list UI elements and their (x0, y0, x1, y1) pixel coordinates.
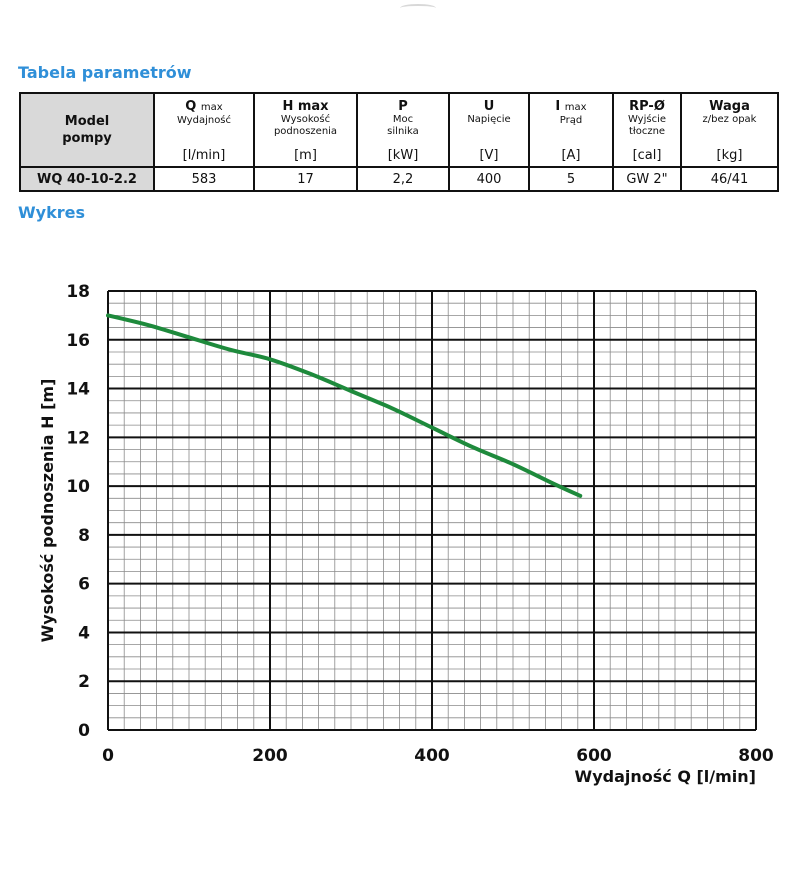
tick-labels: 0 200 400 600 800 0 2 4 6 8 10 12 14 16 18 (66, 282, 774, 766)
pump-curve-chart: 0 200 400 600 800 0 2 4 6 8 10 12 14 16 18 Wydajność Q… (38, 282, 774, 786)
header-p-sub1: Moc (392, 114, 414, 125)
cell-q: 583 (153, 166, 255, 192)
header-p: P Moc silnika [kW] (356, 92, 450, 168)
x-tick-label: 800 (738, 746, 774, 766)
cell-p: 2,2 (356, 166, 450, 192)
y-tick-label: 10 (66, 477, 90, 497)
header-h-sub1: Wysokość (280, 114, 331, 125)
params-table: Model pompy Q max Wydajność [l/min] H ma… (19, 92, 779, 192)
header-waga-sub: z/bez opak (702, 114, 757, 125)
header-rp: RP-Ø Wyjście tłoczne [cal] (612, 92, 682, 168)
cell-model: WQ 40-10-2.2 (19, 166, 155, 192)
header-q-sub: Wydajność (176, 115, 232, 126)
header-i: I max Prąd [A] (528, 92, 614, 168)
header-u-unit: [V] (479, 148, 499, 163)
header-h-main: H max (282, 99, 329, 114)
top-decoration (400, 4, 436, 12)
header-i-unit: [A] (561, 148, 581, 163)
header-p-unit: [kW] (387, 148, 419, 163)
y-tick-label: 18 (66, 282, 90, 302)
header-p-sub2: silnika (387, 126, 419, 137)
header-rp-unit: [cal] (632, 148, 662, 163)
grid-major (107, 290, 757, 731)
y-tick-label: 12 (66, 428, 90, 448)
header-rp-sub2: tłoczne (628, 126, 666, 137)
x-tick-label: 200 (252, 746, 288, 766)
header-u-main: U (483, 99, 495, 114)
x-tick-label: 400 (414, 746, 450, 766)
cell-h: 17 (253, 166, 358, 192)
header-i-main: I (555, 99, 561, 114)
y-tick-label: 2 (78, 672, 90, 692)
header-i-sub: Prąd (559, 115, 583, 126)
header-h-sub2: podnoszenia (273, 126, 338, 137)
header-model: Model pompy (19, 92, 155, 168)
header-u-sub: Napięcie (467, 114, 511, 125)
params-section-title: Tabela parametrów (18, 63, 192, 82)
header-h: H max Wysokość podnoszenia [m] (253, 92, 358, 168)
header-model-label-2: pompy (62, 131, 112, 146)
x-tick-label: 0 (102, 746, 114, 766)
header-q-suffix: max (200, 102, 223, 113)
series-line (106, 313, 583, 498)
y-tick-label: 4 (78, 623, 90, 643)
params-header-row: Model pompy Q max Wydajność [l/min] H ma… (19, 92, 779, 168)
chart-section-title: Wykres (18, 203, 85, 222)
y-tick-label: 8 (78, 526, 90, 546)
header-p-main: P (398, 99, 408, 114)
x-axis-label: Wydajność Q [l/min] (575, 767, 756, 786)
cell-waga: 46/41 (680, 166, 779, 192)
header-rp-main: RP-Ø (629, 99, 665, 114)
y-tick-label: 0 (78, 721, 90, 741)
header-model-label-1: Model (64, 114, 110, 129)
header-waga: Waga z/bez opak [kg] (680, 92, 779, 168)
header-waga-unit: [kg] (716, 148, 743, 163)
header-h-unit: [m] (294, 148, 317, 163)
y-tick-label: 6 (78, 575, 90, 595)
header-rp-sub1: Wyjście (627, 114, 667, 125)
y-tick-label: 16 (66, 331, 90, 351)
cell-i: 5 (528, 166, 614, 192)
header-q: Q max Wydajność [l/min] (153, 92, 255, 168)
y-axis-label: Wysokość podnoszenia H [m] (38, 379, 57, 643)
header-waga-main: Waga (709, 99, 750, 114)
header-q-unit: [l/min] (182, 148, 226, 163)
x-tick-label: 600 (576, 746, 612, 766)
header-q-main: Q (185, 99, 197, 114)
table-row: WQ 40-10-2.2 583 17 2,2 400 5 GW 2" 46/4… (19, 166, 779, 192)
header-i-suffix: max (564, 102, 587, 113)
cell-rp: GW 2" (612, 166, 682, 192)
grid-minor (108, 291, 756, 730)
cell-u: 400 (448, 166, 530, 192)
y-tick-label: 14 (66, 380, 90, 400)
header-u: U Napięcie [V] (448, 92, 530, 168)
